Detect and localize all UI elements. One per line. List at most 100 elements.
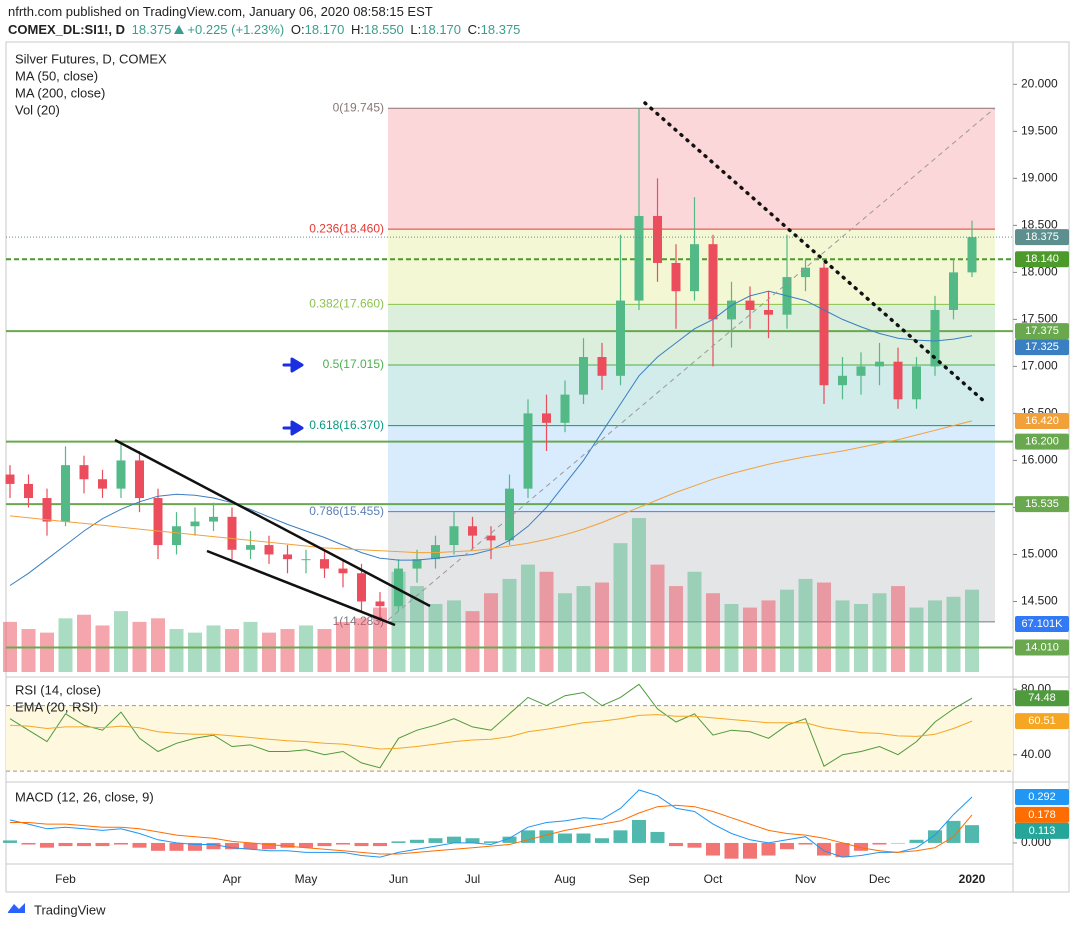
candle-body — [394, 568, 403, 607]
volume-bar — [558, 593, 572, 672]
volume-bar — [21, 629, 36, 672]
histogram-bar — [854, 842, 868, 851]
histogram-bar — [114, 842, 128, 845]
histogram-bar — [761, 842, 776, 856]
candle-body — [764, 309, 773, 315]
histogram-bar — [21, 842, 36, 845]
histogram-bar — [706, 842, 720, 856]
candle-body — [930, 309, 940, 367]
x-tick-label: Aug — [554, 872, 575, 886]
histogram-bar — [336, 842, 350, 845]
volume-bar — [502, 578, 517, 672]
y-tick-label: 18.500 — [1021, 218, 1058, 232]
histogram-bar — [188, 842, 202, 851]
candle-body — [61, 465, 70, 522]
volume-bar — [484, 593, 498, 672]
candle-body — [227, 516, 237, 550]
candle-body — [912, 366, 921, 400]
histogram-bar — [40, 842, 54, 848]
volume-bar — [724, 603, 739, 672]
histogram-bar — [243, 842, 258, 850]
volume-bar — [521, 564, 535, 672]
fib-label: 0.618(16.370) — [309, 418, 384, 432]
price-label-box — [1015, 412, 1069, 429]
histogram-bar — [798, 842, 813, 845]
histogram-bar — [262, 842, 276, 850]
histogram-bar — [687, 842, 702, 848]
y-tick-label: 14.500 — [1021, 594, 1058, 608]
volume-bar — [613, 543, 628, 672]
histogram-bar — [558, 833, 572, 843]
histogram-bar — [817, 842, 831, 856]
histogram-bar — [280, 842, 295, 848]
ohlc-value: 18.375 — [480, 22, 521, 37]
indicator-line — [9, 789, 973, 858]
legend-entry: MA (50, close) — [15, 68, 98, 83]
price-label: 17.325 — [1025, 341, 1059, 353]
price-label: 16.420 — [1025, 415, 1059, 427]
candle-body — [616, 300, 625, 376]
ohlc-key: C: — [467, 22, 481, 37]
candle-body — [967, 237, 977, 273]
histogram-bar — [632, 819, 646, 843]
legend-entry: MA (200, close) — [15, 85, 105, 100]
candle-body — [5, 474, 15, 484]
candle-body — [338, 568, 348, 574]
histogram-bar — [77, 842, 91, 847]
histogram-bar — [299, 842, 313, 848]
histogram-bar — [95, 842, 110, 847]
histogram-bar — [465, 838, 480, 843]
histogram-bar — [650, 831, 665, 843]
price-label-box — [1015, 713, 1069, 730]
brand: TradingView — [34, 902, 106, 917]
y-tick-label: 17.500 — [1021, 312, 1058, 326]
volume-bar — [743, 607, 757, 672]
candle-body — [671, 262, 681, 292]
volume-bar — [299, 625, 313, 672]
price-label-box — [1015, 496, 1069, 513]
candle-body — [246, 545, 255, 550]
histogram-bar — [169, 842, 184, 851]
histogram-bar — [669, 842, 683, 847]
candle-body — [653, 215, 662, 263]
last-price: 18.375 — [131, 22, 172, 37]
price-label: 14.010 — [1025, 641, 1059, 653]
fib-zone — [388, 364, 995, 426]
volume-bar — [650, 564, 665, 672]
volume-bar — [595, 582, 609, 672]
price-label-box — [1015, 788, 1069, 805]
fib-zone — [388, 108, 995, 230]
y-tick-label: 18.000 — [1021, 265, 1058, 279]
candle-body — [116, 460, 126, 489]
candle-body — [505, 488, 514, 541]
y-tick-label: 15.000 — [1021, 547, 1058, 561]
candle-body — [579, 357, 588, 395]
candle-body — [209, 516, 218, 522]
moving-average — [9, 290, 973, 586]
volume-bar — [151, 618, 165, 672]
volume-bar — [687, 571, 702, 672]
candle-body — [523, 413, 533, 489]
price-label: 0.113 — [1029, 825, 1056, 837]
price-label-box — [1015, 639, 1069, 656]
y-tick-label: 40.00 — [1021, 747, 1051, 761]
published-line: nfrth.com published on TradingView.com, … — [8, 4, 436, 19]
candle-body — [856, 366, 866, 376]
logo-icon — [8, 903, 25, 913]
price-label: 18.140 — [1025, 253, 1059, 265]
histogram-bar — [965, 825, 979, 843]
histogram-bar — [946, 820, 961, 843]
y-tick-label: 17.000 — [1021, 359, 1058, 373]
histogram-bar — [521, 830, 535, 843]
histogram-bar — [724, 842, 739, 859]
fib-zone — [388, 304, 995, 365]
histogram-bar — [447, 836, 461, 843]
price-label-box — [1015, 433, 1069, 450]
volume-bar — [410, 586, 424, 672]
volume-bar — [928, 600, 942, 672]
histogram-bar — [780, 842, 794, 850]
volume-bar — [576, 586, 591, 672]
volume-bar — [447, 600, 461, 672]
candle-body — [838, 375, 847, 386]
